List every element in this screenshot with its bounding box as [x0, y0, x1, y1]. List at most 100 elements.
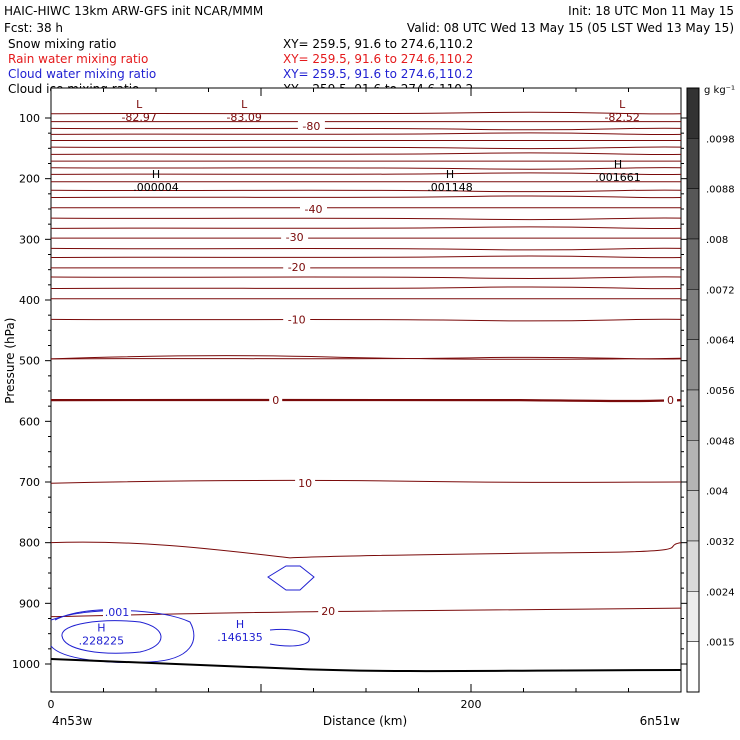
temperature-contour-line — [50, 398, 682, 403]
colorbar-unit: g kg⁻¹ — [704, 85, 735, 96]
colorbar-label: .0088 — [706, 185, 735, 196]
temperature-contour-line — [50, 172, 682, 176]
contour-label-bg — [103, 607, 131, 617]
x-axis-label: Distance (km) — [323, 714, 407, 728]
colorbar-label: .0024 — [706, 587, 735, 598]
extremum-value: .000004 — [133, 181, 179, 194]
colorbar-label: .0064 — [706, 336, 735, 347]
y-tick-label: 900 — [19, 597, 40, 610]
field-label: Cloud water mixing ratio — [8, 67, 156, 81]
extremum-value: .001661 — [595, 171, 641, 184]
field-xy: XY= 259.5, 91.6 to 274.6,110.2 — [283, 67, 473, 81]
y-axis-label: Pressure (hPa) — [3, 318, 17, 404]
temperature-contour-line — [50, 276, 682, 280]
extremum-marker: H — [446, 168, 454, 181]
extremum-value: -82.52 — [604, 111, 639, 124]
extremum-marker: H — [614, 158, 622, 171]
y-tick-label: 600 — [19, 415, 40, 428]
temperature-contour-label: 0 — [272, 394, 279, 407]
colorbar-label: .004 — [706, 487, 728, 498]
colorbar-segment — [686, 389, 700, 441]
extremum-value: .228225 — [79, 635, 125, 648]
cloud-water-contour — [61, 620, 162, 654]
temperature-contour-label: -40 — [305, 203, 323, 216]
colorbar-segment — [686, 641, 700, 693]
plot-frame — [50, 87, 682, 693]
temperature-contour-line — [50, 146, 682, 150]
temperature-contour-line — [50, 607, 682, 618]
temperature-contour-label: 20 — [321, 605, 335, 618]
temperature-contour-line — [50, 226, 682, 230]
extremum-marker: H — [152, 168, 160, 181]
colorbar-segment — [686, 440, 700, 491]
contour-label-bg — [664, 394, 677, 407]
contour-label-bg — [269, 394, 283, 407]
temperature-contour-label: 10 — [298, 477, 312, 490]
colorbar-segment — [686, 490, 700, 542]
contour-label-bg — [283, 313, 311, 326]
contour-label-bg — [283, 261, 311, 274]
contour-label-bg — [300, 203, 327, 215]
temperature-contour-line — [50, 152, 682, 156]
temperature-contour-line — [50, 111, 682, 115]
temperature-contour-label: -10 — [288, 313, 306, 326]
field-label: Snow mixing ratio — [8, 37, 116, 51]
colorbar-segment — [686, 540, 700, 592]
temperature-contour-label: 0 — [667, 394, 674, 407]
temperature-contour-line — [50, 255, 682, 259]
valid-time: Valid: 08 UTC Wed 13 May 15 (05 LST Wed … — [407, 21, 734, 35]
temperature-contour-line — [50, 189, 682, 193]
temperature-contour-line — [50, 132, 682, 136]
colorbar-label: .0032 — [706, 537, 735, 548]
temperature-contour-line — [50, 195, 682, 199]
colorbar-segment — [686, 238, 700, 290]
extremum-marker: H — [236, 618, 244, 631]
init-time: Init: 18 UTC Mon 11 May 15 — [568, 4, 734, 18]
colorbar-label: .008 — [706, 235, 728, 246]
extremum-value: -83.09 — [226, 111, 261, 124]
temperature-contour-line — [50, 286, 682, 290]
colorbar-segment — [686, 591, 700, 642]
temperature-contour-line — [50, 167, 682, 170]
x-tick-label: 200 — [461, 698, 482, 711]
x-end-location: 6n51w — [640, 714, 681, 728]
extremum-marker: L — [241, 98, 248, 111]
cloud-water-contour — [267, 565, 315, 591]
y-tick-label: 500 — [19, 355, 40, 368]
temperature-contour-line — [50, 247, 682, 251]
contour-label-bg — [281, 230, 309, 243]
colorbar-frame — [686, 87, 700, 693]
temperature-contour-label: -20 — [288, 261, 306, 274]
colorbar-label: .0048 — [706, 436, 735, 447]
extremum-value: -82.97 — [121, 111, 156, 124]
y-tick-label: 1000 — [12, 658, 40, 671]
y-tick-label: 700 — [19, 476, 40, 489]
field-xy: XY= 259.5, 91.6 to 274.6,110.2 — [283, 37, 473, 51]
extremum-value: .001148 — [427, 181, 473, 194]
title-line: HAIC-HIWC 13km ARW-GFS init NCAR/MMM — [4, 4, 263, 18]
cloud-water-contour — [269, 628, 310, 647]
extremum-marker: L — [619, 98, 626, 111]
colorbar-segment — [686, 339, 700, 391]
colorbar-label: .0056 — [706, 386, 735, 397]
x-tick-label: 0 — [48, 698, 55, 711]
cloud-water-contour-label: .001 — [105, 606, 130, 619]
y-tick-label: 200 — [19, 173, 40, 186]
temperature-contour-label: -80 — [302, 120, 320, 133]
contour-label-bg — [318, 605, 339, 618]
colorbar-label: .0072 — [706, 285, 735, 296]
temperature-contour-line — [50, 217, 682, 221]
y-tick-label: 800 — [19, 537, 40, 550]
temperature-contour-line — [50, 127, 682, 131]
temperature-contour-line — [50, 480, 682, 484]
forecast-hour: Fcst: 38 h — [4, 21, 63, 35]
field-xy: XY= 259.5, 91.6 to 274.6,110.2 — [283, 52, 473, 66]
extremum-value: .146135 — [217, 631, 263, 644]
y-tick-label: 100 — [19, 112, 40, 125]
colorbar-segment — [686, 87, 700, 139]
x-start-location: 4n53w — [52, 714, 93, 728]
contour-label-bg — [295, 477, 316, 490]
y-tick-label: 300 — [19, 233, 40, 246]
temperature-contour-line — [50, 318, 682, 322]
